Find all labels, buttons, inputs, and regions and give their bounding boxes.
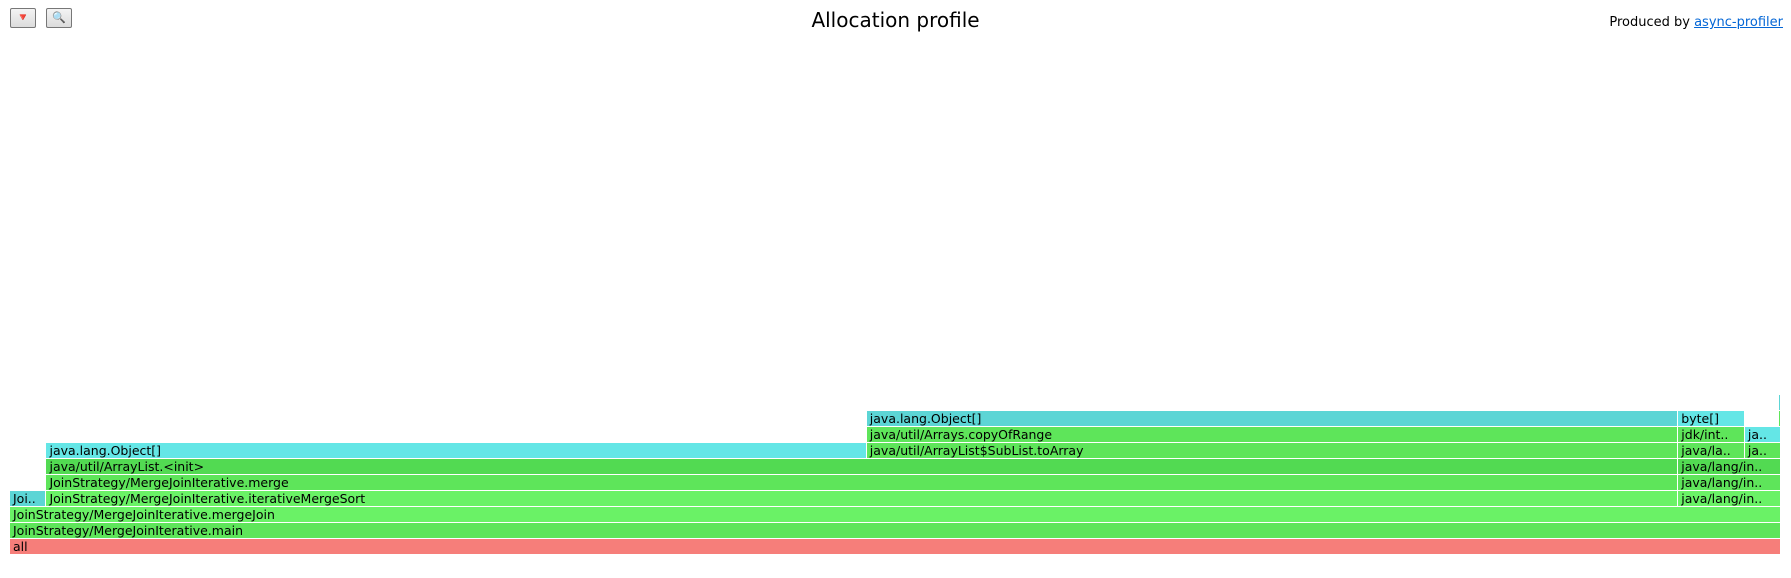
flame-frame[interactable]: jdk/int..	[1678, 427, 1745, 442]
reverse-icon[interactable]: 🔻	[10, 8, 36, 28]
flame-frame[interactable]: JoinStrategy/MergeJoinIterative.iterativ…	[46, 491, 1679, 506]
flame-frame[interactable]: ja..	[1744, 427, 1781, 442]
flame-frame[interactable]: byte[]	[1678, 411, 1745, 426]
flame-frame[interactable]: java.lang.Object[]	[46, 443, 867, 458]
flame-frame[interactable]: java/util/ArrayList$SubList.toArray	[866, 443, 1679, 458]
page-title: Allocation profile	[811, 8, 980, 32]
flame-frame[interactable]: java/util/Arrays.copyOfRange	[866, 427, 1679, 442]
flame-frame[interactable]: java/util/ArrayList.<init>	[46, 459, 1679, 474]
credit-prefix: Produced by	[1609, 15, 1695, 30]
async-profiler-link[interactable]: async-profiler	[1694, 15, 1783, 30]
flame-frame[interactable]	[1778, 411, 1781, 426]
search-icon[interactable]: 🔍	[46, 8, 72, 28]
flame-frame[interactable]: java/lang/in..	[1678, 475, 1781, 490]
flame-frame[interactable]: Joi..	[10, 491, 47, 506]
flame-frame[interactable]: ja..	[1744, 443, 1781, 458]
produced-by-credit: Produced by async-profiler	[1609, 15, 1783, 30]
flame-frame[interactable]: all	[10, 539, 1781, 554]
flame-frame[interactable]: java.lang.Object[]	[866, 411, 1679, 426]
flame-frame[interactable]: java/lang/in..	[1678, 459, 1781, 474]
flame-frame[interactable]: JoinStrategy/MergeJoinIterative.merge	[46, 475, 1679, 490]
flame-frame[interactable]: java/la..	[1678, 443, 1745, 458]
flame-frame[interactable]: JoinStrategy/MergeJoinIterative.mergeJoi…	[10, 507, 1781, 522]
flame-frame[interactable]: JoinStrategy/MergeJoinIterative.main	[10, 523, 1781, 538]
flame-frame[interactable]	[1778, 395, 1781, 410]
flame-frame[interactable]: java/lang/in..	[1678, 491, 1781, 506]
